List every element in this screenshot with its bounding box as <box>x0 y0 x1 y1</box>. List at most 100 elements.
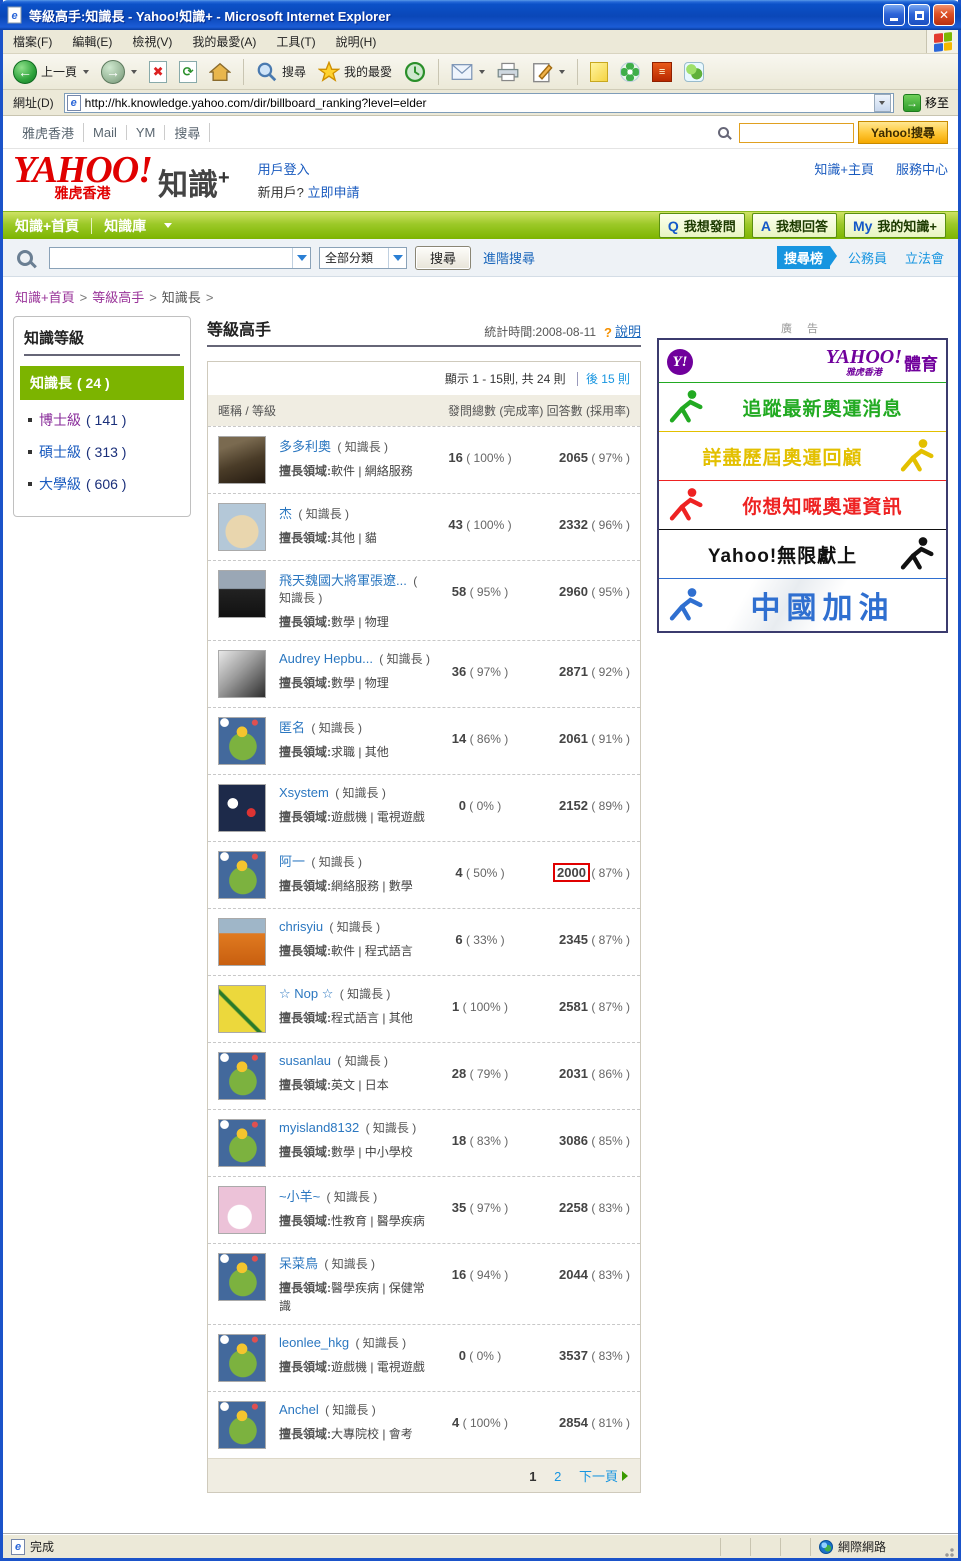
avatar[interactable] <box>218 851 266 899</box>
next-page-link[interactable]: 下一頁 <box>578 1469 618 1484</box>
masthead-link[interactable]: 服務中心 <box>895 162 948 177</box>
menu-item[interactable]: 檢視(V) <box>132 35 173 49</box>
resize-grip[interactable] <box>942 1545 955 1558</box>
sidebar-item[interactable]: 大學級 ( 606 ) <box>24 468 180 500</box>
url-text[interactable]: http://hk.knowledge.yahoo.com/dir/billbo… <box>84 95 427 110</box>
avatar[interactable] <box>218 1401 266 1449</box>
back-button[interactable]: ← 上一頁 <box>9 58 93 86</box>
user-link[interactable]: 多多利奧 <box>279 439 332 454</box>
user-link[interactable]: chrisyiu <box>279 919 324 934</box>
hot-search-link[interactable]: 公務員 <box>847 251 887 266</box>
ad-line[interactable]: 中國加油 <box>659 578 946 631</box>
notes-button[interactable] <box>586 60 612 84</box>
messenger-button[interactable] <box>680 60 708 84</box>
help-link[interactable]: 說明 <box>614 324 641 339</box>
go-button[interactable]: → 移至 <box>898 93 954 113</box>
top-yahoo-search-button[interactable]: Yahoo!搜尋 <box>857 121 948 144</box>
user-link[interactable]: 阿一 <box>279 854 306 869</box>
avatar[interactable] <box>218 1052 266 1100</box>
stop-button[interactable]: ✖ <box>145 59 171 85</box>
user-link[interactable]: myisland8132 <box>279 1120 360 1135</box>
close-button[interactable]: ✕ <box>933 4 955 26</box>
refresh-button[interactable]: ⟳ <box>175 59 201 85</box>
avatar[interactable] <box>218 1253 266 1301</box>
nav-action-button[interactable]: A 我想回答 <box>751 213 837 238</box>
user-link[interactable]: susanlau <box>279 1053 332 1068</box>
search-input[interactable] <box>49 246 311 269</box>
ad-line[interactable]: 追蹤最新奧運消息 <box>659 382 946 431</box>
user-link[interactable]: 匿名 <box>279 720 306 735</box>
signup-link[interactable]: 立即申請 <box>307 185 360 200</box>
avatar[interactable] <box>218 503 266 551</box>
maximize-button[interactable] <box>908 4 930 26</box>
user-link[interactable]: 杰 <box>279 506 293 521</box>
chevron-down-icon[interactable] <box>164 223 173 228</box>
menu-item[interactable]: 編輯(E) <box>72 35 113 49</box>
avatar[interactable] <box>218 784 266 832</box>
ad-line[interactable]: 你想知嘅奧運資訊 <box>659 480 946 529</box>
minimize-button[interactable] <box>883 4 905 26</box>
avatar[interactable] <box>218 985 266 1033</box>
top-link[interactable]: YM <box>127 125 166 140</box>
download-manager-button[interactable]: ≡ <box>648 60 676 84</box>
ad-line[interactable]: Yahoo!無限獻上 <box>659 529 946 578</box>
advanced-search-link[interactable]: 進階搜尋 <box>483 251 536 266</box>
sidebar-item[interactable]: 知識長 ( 24 ) <box>20 366 184 400</box>
next-15-link[interactable]: 後 15 則 <box>576 372 630 386</box>
home-button[interactable] <box>205 59 235 85</box>
address-dropdown[interactable] <box>873 93 891 112</box>
top-link[interactable]: 雅虎香港 <box>13 123 85 142</box>
avatar[interactable] <box>218 1119 266 1167</box>
avatar[interactable] <box>218 1334 266 1382</box>
avatar[interactable] <box>218 570 266 618</box>
top-link[interactable]: Mail <box>84 125 127 140</box>
menu-item[interactable]: 檔案(F) <box>13 35 53 49</box>
forward-button[interactable]: → <box>97 58 141 86</box>
edit-button[interactable] <box>527 59 569 85</box>
menu-item[interactable]: 我的最愛(A) <box>192 35 257 49</box>
avatar[interactable] <box>218 918 266 966</box>
sidebar-item[interactable]: 博士級 ( 141 ) <box>24 404 180 436</box>
page-2-link[interactable]: 2 <box>554 1469 562 1484</box>
masthead-link[interactable]: 知識+主頁 <box>814 162 874 177</box>
user-link[interactable]: Xsystem <box>279 785 329 800</box>
avatar[interactable] <box>218 717 266 765</box>
user-link[interactable]: ~小羊~ <box>279 1189 321 1204</box>
top-link[interactable]: 搜尋 <box>165 123 211 142</box>
menu-item[interactable]: 說明(H) <box>335 35 377 49</box>
avatar[interactable] <box>218 1186 266 1234</box>
user-link[interactable]: 飛天魏國大將軍張遼... <box>279 573 407 588</box>
yahoo-knowledge-logo[interactable]: YAHOO! 雅虎香港 知識+ <box>13 149 230 202</box>
login-link[interactable]: 用戶登入 <box>257 162 310 177</box>
ad-banner[interactable]: Y! YAHOO! 雅虎香港 體育 追蹤最新奧運消息 <box>657 338 948 633</box>
nav-library-tab[interactable]: 知識庫 <box>104 217 147 234</box>
breadcrumb-link[interactable]: 知識+首頁 <box>15 290 75 305</box>
icq-button[interactable] <box>616 60 644 84</box>
nav-home-tab[interactable]: 知識+首頁 <box>15 217 80 234</box>
search-submit-button[interactable]: 搜尋 <box>415 245 472 270</box>
breadcrumb-link[interactable]: 知識長 <box>161 290 201 305</box>
avatar[interactable] <box>218 650 266 698</box>
user-link[interactable]: 呆菜鳥 <box>279 1256 319 1271</box>
sidebar-item[interactable]: 碩士級 ( 313 ) <box>24 436 180 468</box>
search-history-dropdown[interactable] <box>292 247 310 268</box>
favorites-button[interactable]: 我的最愛 <box>314 59 396 85</box>
user-link[interactable]: Anchel <box>279 1402 319 1417</box>
avatar[interactable] <box>218 436 266 484</box>
top-search-input[interactable] <box>738 122 854 143</box>
hot-search-link[interactable]: 立法會 <box>904 251 944 266</box>
breadcrumb-link[interactable]: 等級高手 <box>92 290 145 305</box>
category-select[interactable]: 全部分類 <box>319 246 407 269</box>
nav-action-button[interactable]: My 我的知識+ <box>843 213 946 238</box>
print-button[interactable] <box>493 59 523 85</box>
menu-item[interactable]: 工具(T) <box>276 35 316 49</box>
user-link[interactable]: Audrey Hepbu... <box>279 651 373 666</box>
nav-action-button[interactable]: Q 我想發問 <box>658 213 745 238</box>
search-toolbar-button[interactable]: 搜尋 <box>252 59 310 85</box>
user-link[interactable]: leonlee_hkg <box>279 1335 350 1350</box>
history-button[interactable] <box>400 59 430 85</box>
user-link[interactable]: ☆ Nop ☆ <box>279 986 334 1001</box>
address-input[interactable]: e http://hk.knowledge.yahoo.com/dir/bill… <box>63 92 894 113</box>
ad-line[interactable]: 詳盡歷屆奧運回顧 <box>659 431 946 480</box>
mail-button[interactable] <box>447 59 489 85</box>
